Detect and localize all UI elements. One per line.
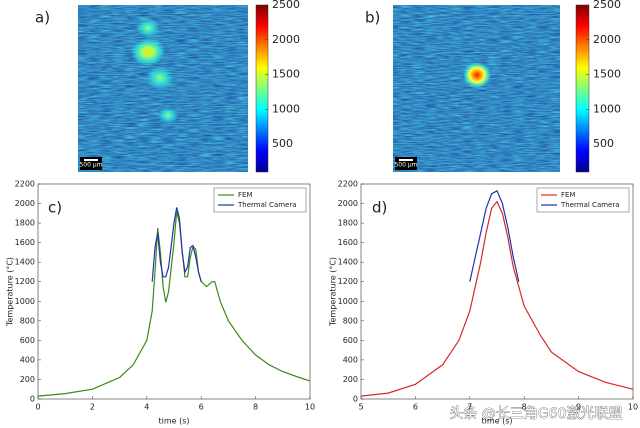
y-tick-label: 1800 [15, 219, 35, 228]
y-tick-label: 200 [343, 375, 358, 384]
colorbar-tick-label: 1500 [593, 68, 621, 81]
scale-bar-label: 500 µm [394, 162, 417, 169]
colorbar-tick-label: 500 [272, 137, 293, 150]
image-a [78, 5, 248, 172]
x-tick-label: 10 [305, 403, 315, 412]
colorbar-tick-label: 2000 [272, 33, 300, 46]
y-tick-label: 800 [20, 316, 35, 325]
y-tick-label: 600 [20, 336, 35, 345]
legend-label: FEM [238, 191, 253, 199]
x-tick-label: 9 [576, 403, 581, 412]
y-axis-label: Temperature (°C) [329, 257, 338, 327]
y-tick-label: 1800 [338, 219, 358, 228]
y-tick-label: 600 [343, 336, 358, 345]
y-tick-label: 0 [30, 395, 35, 404]
panel-label: a) [35, 9, 50, 27]
y-tick-label: 1400 [338, 258, 358, 267]
watermark: 头条 @长三角G60激光联盟 [449, 405, 622, 422]
legend-label: Thermal Camera [237, 201, 297, 209]
colorbar-tick-label: 1000 [272, 102, 300, 115]
x-tick-label: 4 [144, 403, 149, 412]
y-tick-label: 1600 [338, 238, 358, 247]
colorbar-tick-label: 2500 [272, 0, 300, 11]
y-tick-label: 1600 [15, 238, 35, 247]
panel-label: d) [372, 199, 387, 217]
y-tick-label: 1000 [15, 297, 35, 306]
x-tick-label: 6 [199, 403, 204, 412]
legend-box [536, 187, 630, 213]
x-axis-label: time (s) [481, 417, 512, 426]
colorbar-tick-label: 1500 [272, 68, 300, 81]
colorbar-tick-label: 2000 [593, 33, 621, 46]
image-b [393, 5, 560, 172]
panel-label: c) [48, 199, 62, 217]
x-tick-label: 10 [628, 403, 638, 412]
colorbar [255, 4, 269, 173]
y-tick-label: 2200 [15, 180, 35, 189]
x-tick-label: 5 [358, 403, 363, 412]
y-tick-label: 1200 [338, 277, 358, 286]
panel-label: b) [365, 9, 380, 27]
y-tick-label: 400 [343, 355, 358, 364]
y-tick-label: 0 [353, 395, 358, 404]
x-tick-label: 8 [253, 403, 258, 412]
colorbar-tick-label: 1000 [593, 102, 621, 115]
line-series [360, 200, 634, 397]
x-tick-label: 8 [522, 403, 527, 412]
colorbar-tick-label: 2500 [593, 0, 621, 11]
legend-box [213, 187, 307, 213]
line-series [151, 207, 202, 282]
y-axis-label: Temperature (°C) [6, 257, 15, 327]
legend-label: FEM [561, 191, 576, 199]
x-tick-label: 6 [413, 403, 418, 412]
x-tick-label: 7 [467, 403, 472, 412]
line-series [469, 189, 520, 282]
y-tick-label: 400 [20, 355, 35, 364]
x-tick-label: 0 [35, 403, 40, 412]
y-tick-label: 1200 [15, 277, 35, 286]
y-tick-label: 1400 [15, 258, 35, 267]
y-tick-label: 800 [343, 316, 358, 325]
y-tick-label: 2000 [338, 199, 358, 208]
colorbar [575, 4, 590, 173]
plot-area [360, 183, 634, 400]
plot-area [37, 183, 311, 400]
x-tick-label: 2 [90, 403, 95, 412]
y-tick-label: 2000 [15, 199, 35, 208]
y-tick-label: 2200 [338, 180, 358, 189]
y-tick-label: 200 [20, 375, 35, 384]
scale-bar-label: 500 µm [79, 162, 102, 169]
x-axis-label: time (s) [158, 417, 189, 426]
line-series [37, 211, 311, 397]
legend-label: Thermal Camera [560, 201, 620, 209]
y-tick-label: 1000 [338, 297, 358, 306]
colorbar-tick-label: 500 [593, 137, 614, 150]
